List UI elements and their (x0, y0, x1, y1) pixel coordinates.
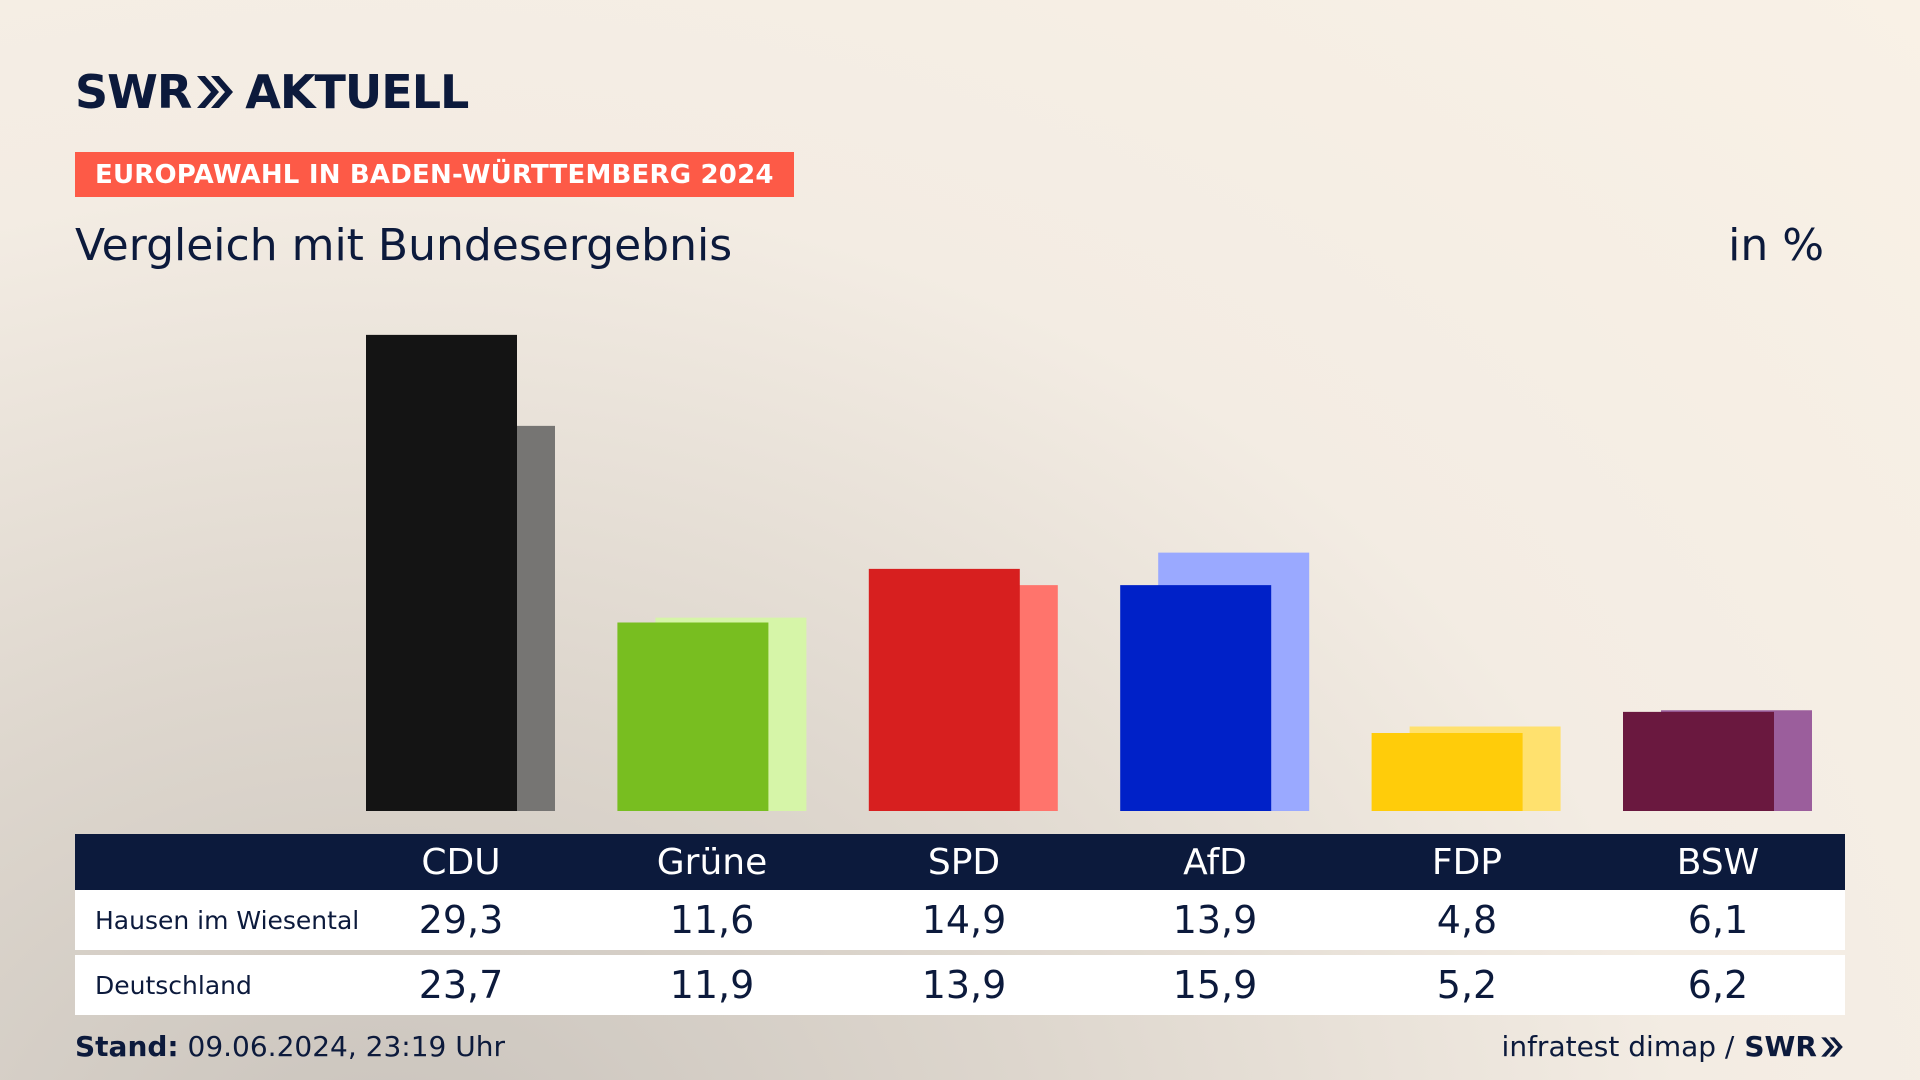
bar-hausen-bsw (1623, 711, 1774, 811)
double-chevron-icon (1821, 1036, 1843, 1057)
unit-label: in % (1728, 220, 1824, 271)
header-bsw: BSW (1676, 841, 1760, 883)
header-gruene: Grüne (656, 841, 768, 883)
source-brand: SWR (1744, 1030, 1817, 1063)
table-cell: 15,9 (1172, 963, 1258, 1007)
row-label: Deutschland (95, 970, 252, 1000)
table-cell: 13,9 (921, 963, 1007, 1007)
table-cell: 11,9 (669, 963, 755, 1007)
table-cell: 11,6 (669, 898, 755, 942)
source-credit: infratest dimap / SWR (1502, 1030, 1844, 1063)
row-label: Hausen im Wiesental (95, 905, 360, 935)
table-cell: 5,2 (1436, 963, 1498, 1007)
brand-aktuell: AKTUELL (245, 65, 469, 119)
results-table: CDU Grüne SPD AfD FDP BSW Hausen im Wies… (75, 834, 1845, 1015)
stand-label: Stand: (75, 1030, 179, 1063)
bar-hausen-afd (1120, 585, 1272, 811)
table-header: CDU Grüne SPD AfD FDP BSW (75, 834, 1845, 890)
table-cell: 29,3 (418, 898, 504, 942)
header-fdp: FDP (1431, 841, 1503, 883)
double-chevron-icon (197, 76, 234, 108)
table-cell: 23,7 (418, 963, 504, 1007)
header-cdu: CDU (421, 841, 501, 883)
table-cell: 6,2 (1687, 963, 1749, 1007)
source-text: infratest dimap / (1501, 1030, 1735, 1063)
stand-value: 09.06.2024, 23:19 Uhr (178, 1030, 505, 1063)
bar-hausen-spd (868, 568, 1020, 811)
table-cell: 4,8 (1436, 898, 1498, 942)
table-cell: 6,1 (1687, 898, 1749, 942)
election-banner: EUROPAWAHL IN BADEN-WÜRTTEMBERG 2024 (75, 152, 794, 197)
table-row: Hausen im Wiesental 29,3 11,6 14,9 13,9 … (75, 890, 1845, 950)
swr-aktuell-logo: SWR AKTUELL (75, 65, 469, 119)
header-spd: SPD (927, 841, 1001, 883)
table-cell: 14,9 (921, 898, 1007, 942)
header-afd: AfD (1183, 841, 1247, 883)
timestamp: Stand: 09.06.2024, 23:19 Uhr (75, 1030, 505, 1063)
chart-subtitle: Vergleich mit Bundesergebnis (75, 220, 733, 271)
brand-swr: SWR (75, 65, 192, 119)
table-cell: 13,9 (1172, 898, 1258, 942)
bar-hausen-fdp (1371, 733, 1523, 811)
bar-hausen-grüne (617, 622, 769, 811)
table-row: Deutschland 23,7 11,9 13,9 15,9 5,2 6,2 (75, 955, 1845, 1015)
bar-hausen-cdu (366, 334, 517, 811)
